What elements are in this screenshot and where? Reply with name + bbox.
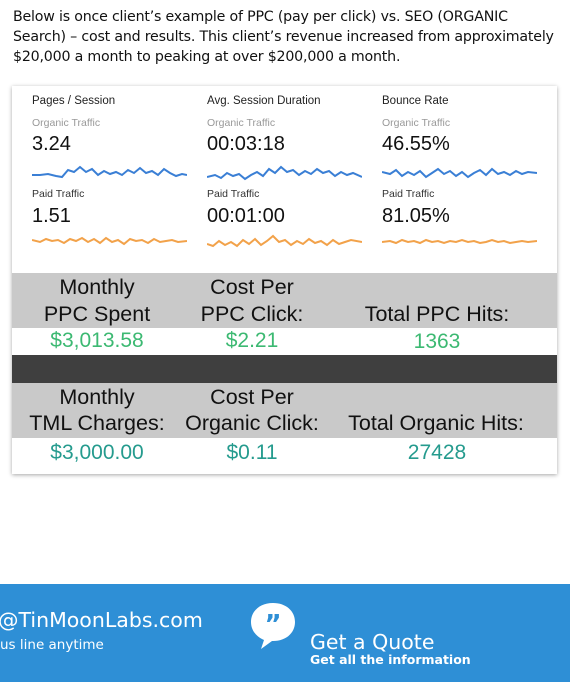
paid-value: 00:01:00 [207,205,285,227]
ppc-cpc-value: $2.21 [225,329,279,352]
get-quote-subtitle: Get all the information [310,652,471,667]
ppc-col1-line1: Monthly [59,275,135,299]
paid-sparkline [32,236,187,246]
organic-sparkline [382,167,537,179]
ppc-spent-value: $3,013.58 [50,329,144,352]
ppc-col1-line2: PPC Spent [43,302,151,326]
paid-value: 81.05% [382,205,450,227]
ppc-col2-line1: Cost Per [210,275,294,299]
metric-heading: Pages / Session [32,95,116,107]
organic-values-row: $3,000.00 $0.11 27428 [12,438,557,468]
metric-avg-session-duration: Avg. Session Duration Organic Traffic 00… [207,86,377,274]
organic-cpc-value: $0.11 [226,441,278,464]
organic-charges-value: $3,000.00 [50,441,144,464]
metric-heading: Avg. Session Duration [207,95,321,107]
email-link[interactable]: @TinMoonLabs.com [0,608,203,632]
ppc-col2-line2: PPC Click: [200,302,304,326]
divider-band [12,355,557,383]
get-quote-link[interactable]: Get a Quote [310,630,435,654]
organic-sparkline [32,165,187,179]
paid-label: Paid Traffic [207,188,260,200]
ppc-col3-label: Total PPC Hits: [364,302,510,326]
metric-heading: Bounce Rate [382,95,449,107]
organic-col3-label: Total Organic Hits: [348,411,524,435]
quote-bubble-icon[interactable]: ” [248,600,298,650]
paid-label: Paid Traffic [32,188,85,200]
metric-pages-session: Pages / Session Organic Traffic 3.24 Pai… [32,86,202,274]
ppc-header-band: Monthly PPC Spent Cost Per PPC Click: To… [12,273,557,328]
ppc-hits-value: 1363 [413,330,461,353]
svg-text:”: ” [264,610,281,640]
organic-col1-line1: Monthly [59,385,135,409]
paid-value: 1.51 [32,205,71,227]
paid-sparkline [207,234,362,248]
organic-label: Organic Traffic [207,117,276,129]
paid-label: Paid Traffic [382,188,435,200]
organic-col2-line2: Organic Click: [185,411,319,435]
organic-col2-line1: Cost Per [210,385,294,409]
organic-header-band: Monthly TML Charges: Cost Per Organic Cl… [12,383,557,438]
organic-col1-line2: TML Charges: [29,411,165,435]
metrics-panel: Pages / Session Organic Traffic 3.24 Pai… [12,86,557,474]
organic-value: 00:03:18 [207,133,285,155]
intro-paragraph: Below is once client’s example of PPC (p… [13,9,554,65]
organic-value: 3.24 [32,133,71,155]
metric-bounce-rate: Bounce Rate Organic Traffic 46.55% Paid … [382,86,552,274]
organic-sparkline [207,165,362,181]
organic-value: 46.55% [382,133,450,155]
phone-line: us line anytime [0,637,104,653]
organic-label: Organic Traffic [382,117,451,129]
ppc-values-row: $3,013.58 $2.21 1363 [12,328,557,355]
organic-label: Organic Traffic [32,117,101,129]
paid-sparkline [382,238,537,245]
organic-hits-value: 27428 [407,441,467,464]
footer-bar: @TinMoonLabs.com us line anytime ” Get a… [0,584,570,682]
